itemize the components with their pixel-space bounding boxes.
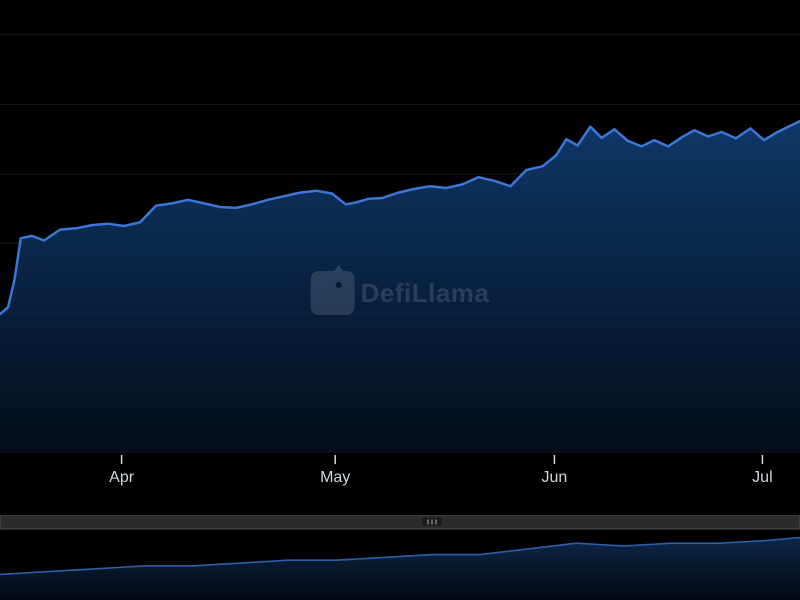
brush-area-fill [0, 538, 800, 600]
tvl-area-chart[interactable]: Apr May Jun Jul [0, 0, 800, 490]
svg-text:Apr: Apr [109, 469, 135, 486]
chart-container: AprMayJunJul DefiLlama [0, 0, 800, 600]
time-range-brush[interactable] [0, 515, 800, 600]
svg-text:Jul: Jul [752, 469, 772, 486]
brush-handle-icon[interactable] [422, 518, 442, 526]
svg-text:May: May [320, 469, 350, 486]
brush-track[interactable] [0, 515, 800, 529]
svg-text:Jun: Jun [542, 469, 568, 486]
